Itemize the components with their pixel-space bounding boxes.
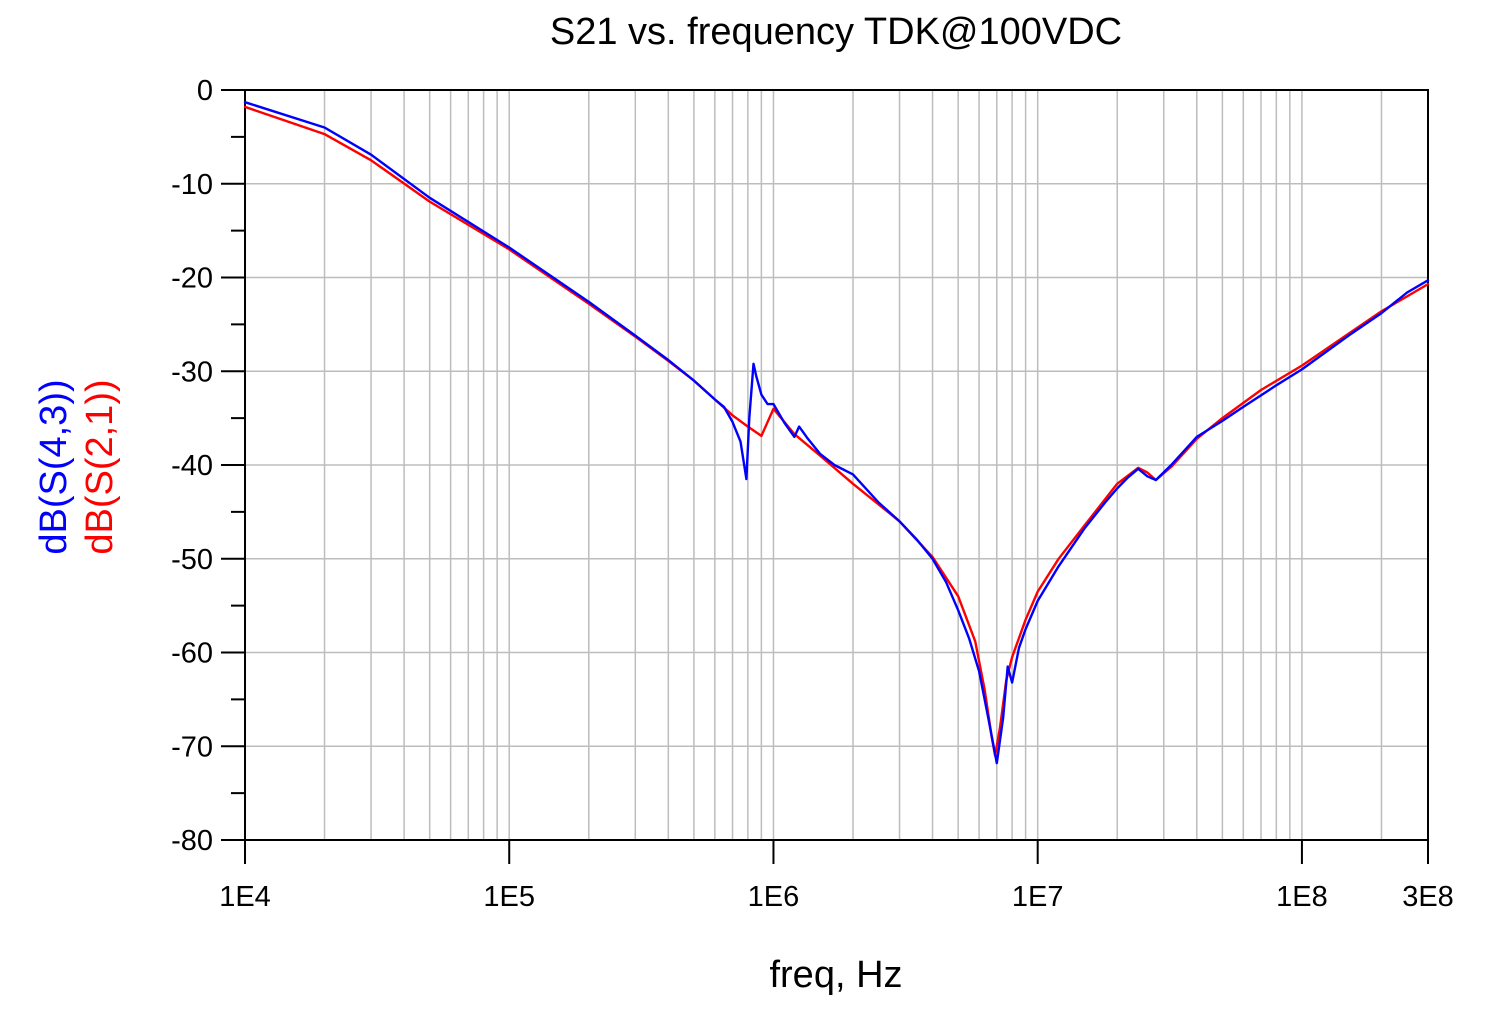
x-tick-label: 3E8 <box>1402 881 1454 913</box>
y-tick-label: -40 <box>171 450 213 482</box>
y-tick-label: -20 <box>171 263 213 295</box>
chart-title: S21 vs. frequency TDK@100VDC <box>550 11 1122 53</box>
x-tick-label: 1E8 <box>1276 881 1328 913</box>
x-axis-title: freq, Hz <box>769 954 902 996</box>
series-line-s43 <box>243 101 1430 765</box>
series-line-s21 <box>243 105 1430 757</box>
series-label-s43: dB(S(4,3)) <box>33 379 75 554</box>
x-tick-label: 1E7 <box>1012 881 1064 913</box>
y-tick-label: 0 <box>197 75 213 107</box>
y-tick-label: -10 <box>171 169 213 201</box>
x-tick-label: 1E5 <box>483 881 535 913</box>
y-tick-label: -70 <box>171 731 213 763</box>
y-tick-label: -60 <box>171 638 213 670</box>
grid-lines <box>245 90 1428 840</box>
series-label-s21: dB(S(2,1)) <box>79 379 121 554</box>
y-tick-label: -30 <box>171 356 213 388</box>
x-tick-label: 1E6 <box>748 881 800 913</box>
data-series <box>243 101 1430 765</box>
x-tick-label: 1E4 <box>219 881 271 913</box>
y-tick-label: -80 <box>171 825 213 857</box>
y-tick-label: -50 <box>171 544 213 576</box>
